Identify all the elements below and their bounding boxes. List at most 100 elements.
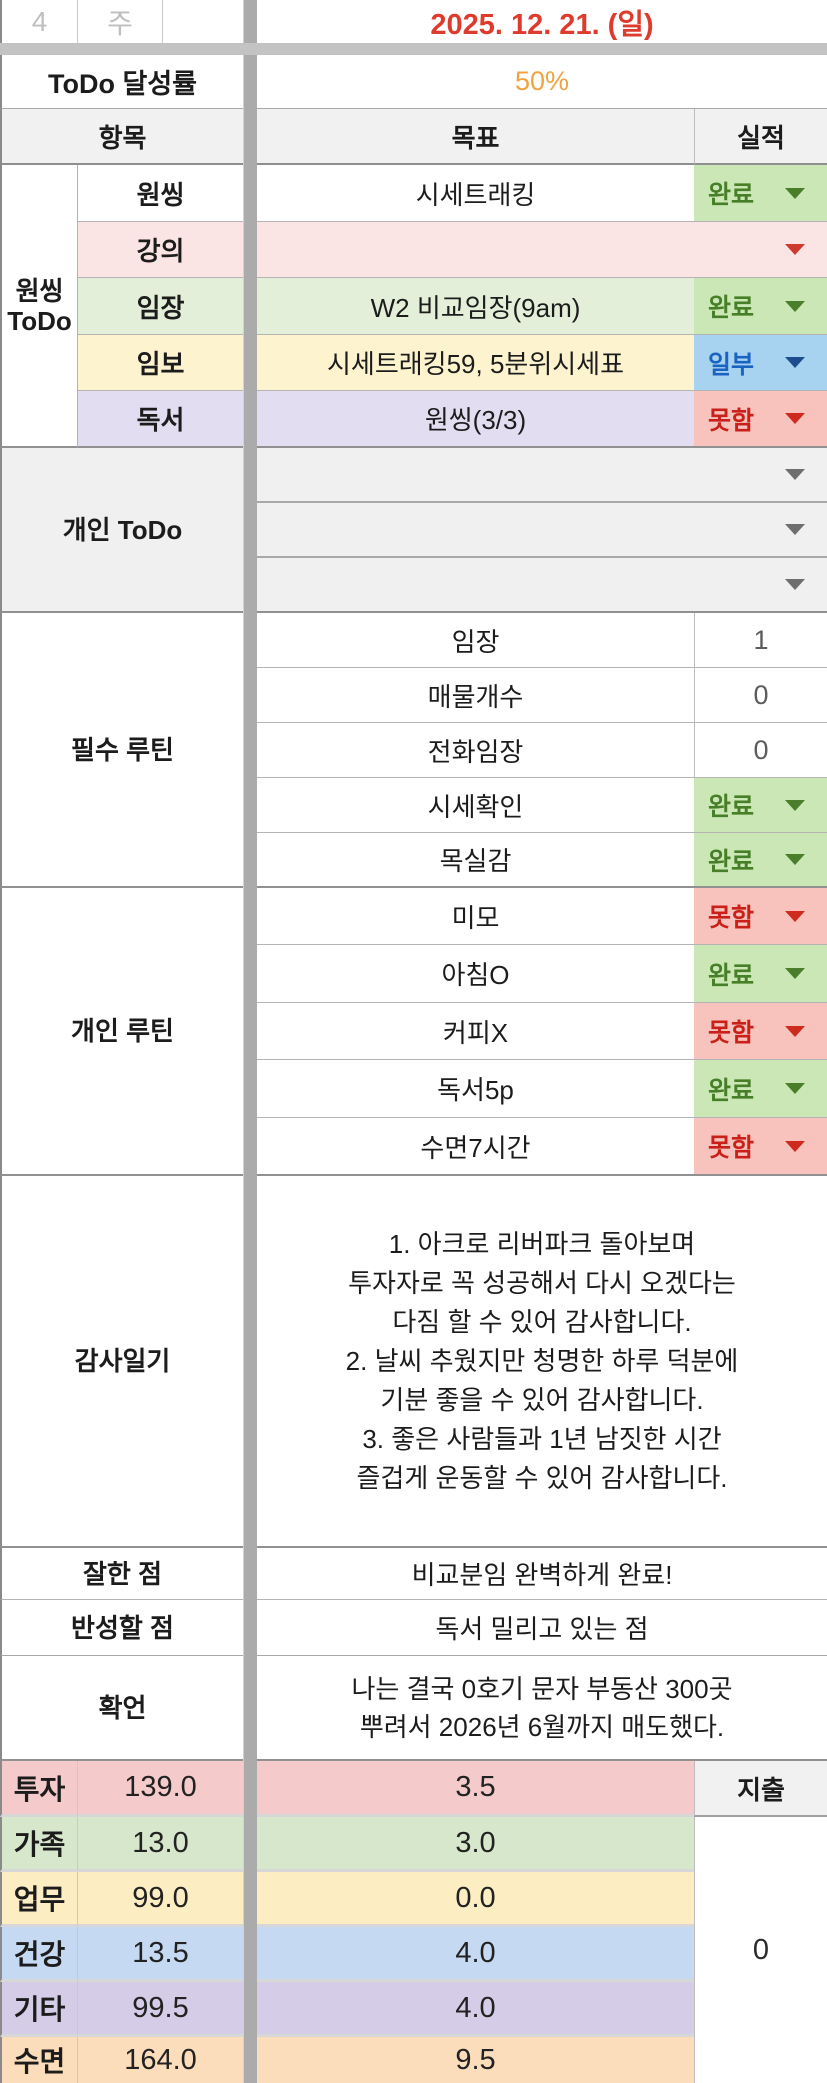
section-label-required-routine: 필수 루틴 bbox=[0, 613, 243, 888]
track-planned: 99.5 bbox=[78, 1982, 243, 2037]
status-text: 완료 bbox=[708, 181, 755, 209]
week-blank-cell bbox=[163, 0, 243, 43]
status-text: 완료 bbox=[708, 961, 755, 990]
row-label-report: 임보 bbox=[78, 335, 243, 391]
goal-cell: 미모 bbox=[257, 888, 694, 945]
date-cell: 2025. 12. 21. (일) bbox=[430, 8, 654, 41]
chevron-down-icon bbox=[785, 244, 805, 255]
track-planned: 139.0 bbox=[78, 1761, 243, 1817]
track-planned: 13.5 bbox=[78, 1927, 243, 1982]
status-dropdown[interactable] bbox=[694, 558, 827, 613]
todo-completion-value: 50% bbox=[257, 55, 827, 109]
track-actual: 4.0 bbox=[257, 1927, 694, 1982]
track-actual: 4.0 bbox=[257, 1982, 694, 2037]
result-count: 0 bbox=[694, 723, 827, 778]
status-dropdown[interactable]: 완료 bbox=[694, 778, 827, 833]
wonssing-label-line1: 원씽 bbox=[15, 275, 64, 306]
goal-cell: 커피X bbox=[257, 1003, 694, 1060]
goal-cell: 수면7시간 bbox=[257, 1118, 694, 1176]
status-dropdown[interactable]: 못함 bbox=[694, 1003, 827, 1060]
status-dropdown[interactable]: 못함 bbox=[694, 888, 827, 945]
section-label-reflection: 반성할 점 bbox=[0, 1600, 243, 1656]
chevron-down-icon bbox=[785, 579, 805, 590]
chevron-down-icon bbox=[785, 1083, 805, 1094]
track-label-sleep: 수면 bbox=[0, 2037, 78, 2083]
result-count: 0 bbox=[694, 668, 827, 723]
section-label-wonssing-todo: 원씽 ToDo bbox=[0, 165, 78, 448]
track-label-health: 건강 bbox=[0, 1927, 78, 1982]
row-label-reading: 독서 bbox=[78, 391, 243, 448]
section-label-personal-routine: 개인 루틴 bbox=[0, 888, 243, 1176]
goal-cell: W2 비교임장(9am) bbox=[257, 278, 694, 335]
row-label-lecture: 강의 bbox=[78, 222, 243, 278]
section-label-gratitude: 감사일기 bbox=[0, 1176, 243, 1548]
status-text: 완료 bbox=[708, 793, 755, 821]
chevron-down-icon bbox=[785, 910, 805, 922]
status-text: 못함 bbox=[708, 904, 755, 932]
track-label-family: 가족 bbox=[0, 1817, 78, 1872]
status-dropdown[interactable]: 완료 bbox=[694, 833, 827, 888]
track-planned: 13.0 bbox=[78, 1817, 243, 1872]
chevron-down-icon bbox=[785, 524, 805, 535]
track-actual: 3.5 bbox=[257, 1761, 694, 1817]
status-dropdown[interactable]: 완료 bbox=[694, 165, 827, 222]
well-done-content: 비교분임 완벽하게 완료! bbox=[257, 1548, 827, 1600]
status-dropdown[interactable]: 못함 bbox=[694, 391, 827, 448]
chevron-down-icon bbox=[785, 357, 805, 368]
chevron-down-icon bbox=[785, 854, 805, 865]
row-label-wonssing: 원씽 bbox=[78, 165, 243, 222]
wonssing-label-line2: ToDo bbox=[7, 305, 72, 336]
affirmation-line: 나는 결국 0호기 문자 부동산 300곳 bbox=[351, 1673, 733, 1704]
gratitude-line: 2. 날씨 추웠지만 청명한 하루 덕분에 bbox=[345, 1345, 739, 1376]
track-label-invest: 투자 bbox=[0, 1761, 78, 1817]
status-text: 못함 bbox=[708, 1019, 755, 1047]
row-label-field-trip: 임장 bbox=[78, 278, 243, 335]
track-planned: 99.0 bbox=[78, 1872, 243, 1927]
section-label-personal-todo: 개인 ToDo bbox=[0, 448, 243, 613]
status-text: 완료 bbox=[708, 1076, 755, 1105]
header-item: 항목 bbox=[0, 109, 243, 165]
status-text: 못함 bbox=[708, 406, 755, 435]
chevron-down-icon bbox=[785, 300, 805, 312]
status-dropdown[interactable]: 못함 bbox=[694, 1118, 827, 1176]
track-actual: 0.0 bbox=[257, 1872, 694, 1927]
goal-cell-empty[interactable] bbox=[257, 503, 694, 558]
goal-cell: 임장 bbox=[257, 613, 694, 668]
goal-cell bbox=[257, 222, 694, 278]
track-actual: 9.5 bbox=[257, 2037, 694, 2083]
status-text: 완료 bbox=[708, 294, 755, 322]
goal-cell: 매물개수 bbox=[257, 668, 694, 723]
status-dropdown[interactable] bbox=[694, 448, 827, 503]
status-dropdown[interactable]: 완료 bbox=[694, 1060, 827, 1118]
status-text: 일부 bbox=[708, 350, 755, 379]
header-separator-bar-overlay bbox=[0, 43, 827, 55]
status-dropdown[interactable]: 완료 bbox=[694, 278, 827, 335]
gratitude-line: 1. 아크로 리버파크 돌아보며 bbox=[388, 1228, 696, 1259]
gratitude-line: 다짐 할 수 있어 감사합니다. bbox=[392, 1306, 692, 1337]
chevron-down-icon bbox=[785, 1140, 805, 1152]
status-dropdown[interactable]: 일부 bbox=[694, 335, 827, 391]
expense-header: 지출 bbox=[694, 1761, 827, 1817]
chevron-down-icon bbox=[785, 413, 805, 424]
section-label-affirmation: 확언 bbox=[0, 1656, 243, 1761]
goal-cell: 원씽(3/3) bbox=[257, 391, 694, 448]
status-dropdown[interactable]: 완료 bbox=[694, 945, 827, 1003]
status-text: 못함 bbox=[708, 1134, 755, 1162]
status-dropdown[interactable] bbox=[694, 503, 827, 558]
chevron-down-icon bbox=[785, 968, 805, 979]
header-result: 실적 bbox=[694, 109, 827, 165]
goal-cell-empty[interactable] bbox=[257, 558, 694, 613]
track-label-work: 업무 bbox=[0, 1872, 78, 1927]
track-planned: 164.0 bbox=[78, 2037, 243, 2083]
goal-cell: 아침O bbox=[257, 945, 694, 1003]
column-separator-bar bbox=[243, 0, 257, 2083]
goal-cell-empty[interactable] bbox=[257, 448, 694, 503]
todo-completion-label: ToDo 달성률 bbox=[0, 55, 243, 109]
chevron-down-icon bbox=[785, 469, 805, 480]
status-dropdown[interactable] bbox=[694, 222, 827, 278]
gratitude-line: 3. 좋은 사람들과 1년 남짓한 시간 bbox=[362, 1423, 722, 1454]
affirmation-content: 나는 결국 0호기 문자 부동산 300곳 뿌려서 2026년 6월까지 매도했… bbox=[257, 1656, 827, 1761]
goal-cell: 목실감 bbox=[257, 833, 694, 888]
goal-cell: 시세트래킹 bbox=[257, 165, 694, 222]
